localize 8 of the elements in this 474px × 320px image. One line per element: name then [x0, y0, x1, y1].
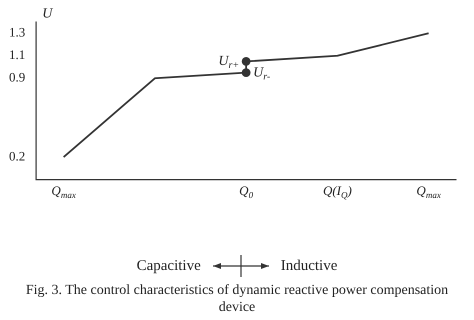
text: Fig. 3. The control characteristics of dynamic reactive power compensation device — [24, 282, 450, 316]
y-tick-label: 1.1 — [9, 47, 26, 62]
text: Inductive — [280, 258, 338, 274]
text: Capacitive — [136, 258, 201, 274]
y-tick-label: 0.9 — [9, 70, 26, 85]
y-tick-label: 1.3 — [9, 24, 26, 40]
y-tick-label: 0.2 — [9, 148, 26, 164]
y-axis-title: U — [42, 6, 54, 22]
